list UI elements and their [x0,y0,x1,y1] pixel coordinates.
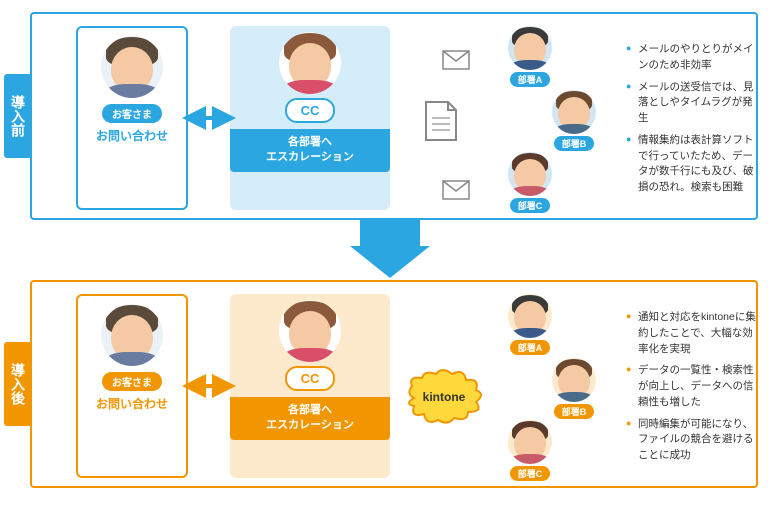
cc-badge-label: CC [301,371,320,386]
dept-c-label: 部署C [518,201,543,211]
avatar-dept-c [508,152,552,196]
avatar-cc [279,300,341,362]
dept-a-badge: 部署A [510,72,551,87]
dept-a-label: 部署A [518,75,543,85]
customer-box-before: お客さま お問い合わせ [76,26,188,210]
cc-badge-before: CC [285,98,336,123]
transition-arrow-icon [350,220,430,285]
customer-badge: お客さま [102,104,162,123]
avatar-dept-c [508,420,552,464]
dept-a-before: 部署A [508,26,552,87]
kintone-cloud: kintone [402,368,486,426]
bullet-item: 通知と対応をkintoneに集約したことで、大幅な効率化を実現 [626,310,756,357]
avatar-customer [101,36,163,98]
avatar-dept-a [508,294,552,338]
customer-badge-label: お客さま [112,378,152,389]
cc-badge-after: CC [285,366,336,391]
customer-label: お問い合わせ [96,127,168,144]
customer-badge: お客さま [102,372,162,391]
cc-bar-before: 各部署へ エスカレーション [230,129,390,172]
tab-after: 導入後 [4,342,32,426]
mail-icon-bottom [442,180,470,205]
bullet-item: メールのやりとりがメインのため非効率 [626,42,756,74]
avatar-cc [279,32,341,94]
customer-box-after: お客さま お問い合わせ [76,294,188,478]
bullet-item: 同時編集が可能になり、ファイルの競合を避けることに成功 [626,417,756,464]
avatar-dept-b [552,358,596,402]
dept-c-badge: 部署C [510,198,551,213]
cc-badge-label: CC [301,103,320,118]
cloud-label: kintone [423,390,466,404]
dept-b-badge: 部署B [554,136,595,151]
tab-before: 導入前 [4,74,32,158]
cc-bar-line2: エスカレーション [266,419,354,431]
bullet-text: 情報集約は表計算ソフトで行っていたため、データが数千行にも及び、破損の恐れ。検索… [638,134,754,193]
bullet-text: メールのやりとりがメインのため非効率 [638,43,754,71]
cc-bar-line1: 各部署へ [288,136,332,148]
dept-b-after: 部署B [552,358,596,419]
bullet-text: 通知と対応をkintoneに集約したことで、大幅な効率化を実現 [638,311,756,355]
avatar-dept-a [508,26,552,70]
bullet-item: メールの送受信では、見落としやタイムラグが発生 [626,80,756,127]
bullets-before: メールのやりとりがメインのため非効率 メールの送受信では、見落としやタイムラグが… [626,42,756,202]
customer-label: お問い合わせ [96,395,168,412]
bullets-after: 通知と対応をkintoneに集約したことで、大幅な効率化を実現 データの一覧性・… [626,310,756,470]
bullet-item: データの一覧性・検索性が向上し、データへの信頼性も増した [626,363,756,410]
document-icon [424,100,458,147]
bullet-text: メールの送受信では、見落としやタイムラグが発生 [638,81,754,125]
dept-b-label: 部署B [562,407,587,417]
dept-c-badge: 部署C [510,466,551,481]
tab-before-label: 導入前 [8,95,28,137]
cc-bar-after: 各部署へ エスカレーション [230,397,390,440]
dept-c-after: 部署C [508,420,552,481]
bullet-text: データの一覧性・検索性が向上し、データへの信頼性も増した [638,364,754,408]
mail-icon-top [442,50,470,75]
cc-bar-line1: 各部署へ [288,404,332,416]
dept-a-badge: 部署A [510,340,551,355]
dept-c-before: 部署C [508,152,552,213]
customer-badge-label: お客さま [112,110,152,121]
panel-before: 導入前 お客さま お問い合わせ CC 各部署へ エスカレーション 部署A 部署B [30,12,758,220]
bullet-text: 同時編集が可能になり、ファイルの競合を避けることに成功 [638,418,754,462]
avatar-dept-b [552,90,596,134]
cc-bar-line2: エスカレーション [266,151,354,163]
avatar-customer [101,304,163,366]
dept-a-label: 部署A [518,343,543,353]
tab-after-label: 導入後 [8,363,28,405]
dept-b-label: 部署B [562,139,587,149]
panel-after: 導入後 お客さま お問い合わせ CC 各部署へ エスカレーション kintone… [30,280,758,488]
dept-b-before: 部署B [552,90,596,151]
dept-c-label: 部署C [518,469,543,479]
bullet-item: 情報集約は表計算ソフトで行っていたため、データが数千行にも及び、破損の恐れ。検索… [626,133,756,196]
dept-a-after: 部署A [508,294,552,355]
cc-box-before: CC 各部署へ エスカレーション [230,26,390,210]
cc-box-after: CC 各部署へ エスカレーション [230,294,390,478]
dept-b-badge: 部署B [554,404,595,419]
